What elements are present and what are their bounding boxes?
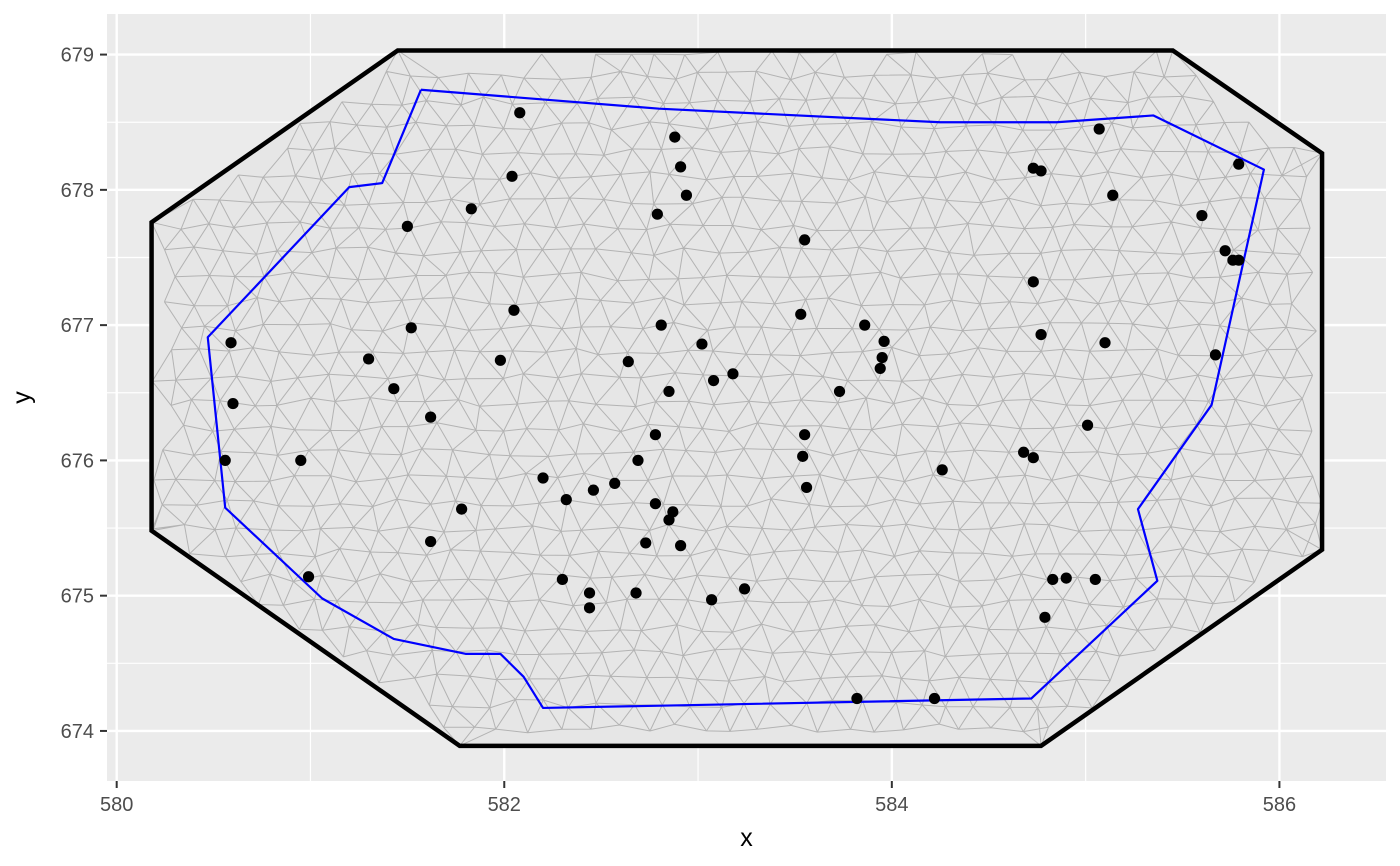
data-point — [1233, 158, 1245, 170]
data-point — [727, 368, 739, 380]
data-point — [556, 573, 569, 586]
triangulation-mesh — [151, 50, 1323, 747]
data-point — [583, 587, 596, 599]
y-tick-label: 679 — [61, 45, 94, 67]
data-point — [508, 304, 520, 316]
data-point — [649, 498, 662, 510]
data-point — [675, 540, 687, 552]
y-axis-title: y — [8, 391, 36, 404]
data-point — [706, 594, 718, 606]
data-point — [859, 319, 871, 331]
data-point — [456, 503, 468, 515]
data-point — [851, 692, 863, 705]
data-point — [1196, 209, 1208, 222]
data-points — [219, 107, 1245, 705]
mesh-fill — [151, 50, 1323, 746]
data-point — [800, 481, 813, 494]
x-tick-label: 584 — [875, 794, 908, 816]
data-point — [649, 429, 662, 441]
data-point — [1219, 245, 1231, 257]
data-point — [1209, 349, 1222, 361]
data-point — [227, 397, 239, 410]
data-point — [537, 472, 549, 484]
y-tick-label: 678 — [61, 180, 94, 202]
data-point — [514, 107, 526, 119]
mesh-edges — [151, 50, 1323, 747]
data-point — [1035, 328, 1047, 341]
data-point — [1081, 419, 1094, 431]
data-point — [632, 454, 644, 467]
data-point — [799, 429, 811, 441]
data-point — [405, 322, 417, 334]
data-point — [560, 494, 572, 506]
data-point — [1039, 611, 1051, 623]
data-point — [1093, 123, 1105, 135]
data-point — [675, 161, 687, 173]
data-point — [506, 170, 518, 182]
data-point — [876, 351, 888, 364]
data-point — [707, 374, 720, 387]
data-point — [630, 587, 642, 599]
data-point — [302, 571, 315, 583]
data-point — [833, 385, 846, 398]
data-point — [874, 362, 886, 375]
data-point — [425, 535, 437, 548]
data-point — [583, 602, 596, 614]
data-point — [465, 203, 477, 215]
data-point — [425, 411, 437, 423]
data-point — [663, 385, 675, 398]
data-point — [795, 308, 807, 320]
data-point — [622, 356, 634, 368]
data-point — [655, 319, 667, 331]
data-point — [1027, 452, 1039, 464]
data-point — [738, 583, 751, 595]
data-point — [363, 353, 375, 365]
data-point — [225, 337, 237, 349]
x-tick-label: 586 — [1263, 794, 1296, 816]
y-tick-label: 675 — [61, 586, 94, 608]
data-point — [799, 234, 811, 246]
x-axis: 580 582 584 586 — [100, 781, 1296, 816]
data-point — [401, 220, 413, 232]
data-point — [651, 208, 663, 220]
data-point — [388, 383, 400, 395]
data-point — [1018, 446, 1030, 458]
data-point — [680, 189, 693, 201]
data-point — [663, 514, 675, 526]
data-point — [609, 477, 621, 489]
data-point — [669, 131, 681, 143]
data-point — [797, 450, 809, 462]
data-point — [1035, 165, 1047, 177]
data-point — [1107, 189, 1119, 201]
data-point — [1089, 573, 1101, 586]
data-point — [1060, 572, 1072, 584]
y-axis: 674 675 676 677 678 679 — [61, 45, 107, 743]
data-point — [1047, 573, 1059, 586]
x-tick-label: 580 — [100, 794, 133, 816]
outer-boundary-polygon — [149, 48, 1325, 749]
data-point — [587, 484, 600, 496]
y-tick-label: 676 — [61, 450, 94, 472]
x-axis-title: x — [740, 824, 753, 852]
data-point — [640, 537, 652, 549]
data-point — [936, 464, 948, 476]
data-point — [219, 454, 231, 467]
data-point — [494, 354, 506, 366]
data-point — [878, 335, 890, 347]
x-tick-label: 582 — [488, 794, 521, 816]
data-point — [928, 692, 941, 705]
data-point — [1099, 337, 1111, 349]
data-point — [1233, 254, 1245, 266]
inner-boundary-line — [206, 88, 1266, 710]
data-point — [1027, 276, 1039, 288]
y-tick-label: 674 — [61, 721, 94, 743]
data-point — [295, 454, 307, 467]
y-tick-label: 677 — [61, 315, 94, 337]
data-point — [696, 338, 708, 350]
